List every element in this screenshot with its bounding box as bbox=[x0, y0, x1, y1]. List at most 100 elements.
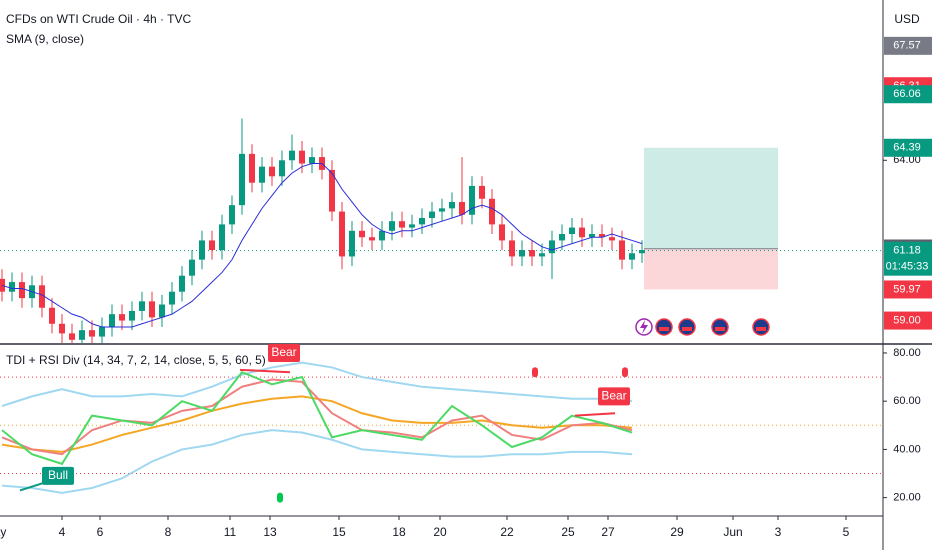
candle-body bbox=[239, 153, 245, 206]
candle-body bbox=[19, 282, 25, 299]
candle-body bbox=[579, 227, 585, 238]
event-icon-glyph bbox=[659, 327, 669, 331]
candle-body bbox=[129, 310, 135, 321]
candle-body bbox=[189, 259, 195, 276]
indicator-title: TDI + RSI Div (14, 34, 7, 2, 14, close, … bbox=[6, 353, 266, 367]
y-tick-label: 20.00 bbox=[893, 492, 921, 504]
candle-body bbox=[559, 234, 565, 241]
candle-body bbox=[609, 237, 615, 241]
candle-body bbox=[409, 224, 415, 228]
x-tick-label: 11 bbox=[224, 525, 237, 539]
price-label-box bbox=[884, 85, 932, 104]
divergence-line bbox=[239, 368, 291, 374]
x-tick-label: 22 bbox=[500, 525, 514, 539]
x-tick-label: 13 bbox=[263, 525, 277, 539]
x-tick-label: 25 bbox=[561, 525, 575, 539]
candle-body bbox=[599, 234, 605, 238]
y-tick-label: 64.00 bbox=[893, 154, 921, 166]
x-tick-label: 3 bbox=[775, 525, 782, 539]
candle-body bbox=[639, 250, 645, 254]
chart-title: CFDs on WTI Crude Oil · 4h · TVC bbox=[6, 12, 191, 26]
candle-body bbox=[519, 250, 525, 257]
candle-body bbox=[349, 230, 355, 257]
position-loss bbox=[644, 248, 778, 290]
candle-body bbox=[399, 221, 405, 228]
candle-body bbox=[89, 330, 95, 337]
price-label: 59.00 bbox=[893, 314, 921, 326]
candle-body bbox=[429, 211, 435, 218]
y-tick-label: 40.00 bbox=[893, 443, 921, 455]
candle-body bbox=[309, 157, 315, 164]
candle-body bbox=[219, 224, 225, 251]
event-icons[interactable] bbox=[635, 318, 770, 336]
candle-body bbox=[489, 198, 495, 225]
candle-body bbox=[179, 275, 185, 292]
candle-body bbox=[49, 307, 55, 324]
candle-body bbox=[139, 301, 145, 311]
signal-marker bbox=[532, 367, 538, 378]
candle-body bbox=[449, 201, 455, 209]
candle-body bbox=[619, 240, 625, 260]
candle-body bbox=[439, 208, 445, 212]
divergence-label: Bear bbox=[271, 345, 296, 359]
event-icon-glyph bbox=[715, 327, 725, 331]
indicator-line bbox=[1, 361, 633, 407]
x-tick-label: 8 bbox=[165, 525, 172, 539]
divergence-label: Bear bbox=[601, 389, 626, 403]
candle-body bbox=[109, 314, 115, 327]
divergence-label-box bbox=[42, 466, 74, 485]
candle-body bbox=[499, 224, 505, 241]
sma-line bbox=[1, 162, 643, 328]
candle-body bbox=[369, 237, 375, 241]
price-label: 61.18 bbox=[893, 245, 921, 257]
candle-body bbox=[79, 330, 85, 340]
y-tick-label: 80.00 bbox=[893, 347, 921, 359]
candle-body bbox=[249, 153, 255, 183]
candle-body bbox=[329, 169, 335, 212]
y-tick-label: 60.00 bbox=[893, 395, 921, 407]
position-profit bbox=[644, 147, 778, 249]
candle-body bbox=[169, 291, 175, 305]
candle-body bbox=[549, 240, 555, 254]
indicator-line bbox=[1, 371, 633, 466]
candle-body bbox=[209, 240, 215, 251]
price-label: 64.39 bbox=[893, 142, 921, 154]
countdown-label: 01:45:33 bbox=[886, 261, 929, 273]
price-label-box bbox=[884, 280, 932, 299]
price-label-box bbox=[884, 138, 932, 157]
candle-body bbox=[9, 282, 15, 292]
signal-marker bbox=[277, 492, 283, 503]
candle-body bbox=[589, 234, 595, 238]
candle-body bbox=[259, 166, 265, 183]
price-label: 67.57 bbox=[893, 40, 921, 52]
candle-body bbox=[509, 240, 515, 257]
x-tick-label: May bbox=[0, 525, 6, 539]
candle-body bbox=[529, 250, 535, 257]
price-label: 59.97 bbox=[893, 283, 921, 295]
x-tick-label: 6 bbox=[97, 525, 104, 539]
price-label-box bbox=[884, 36, 932, 55]
candle-body bbox=[289, 150, 295, 161]
candle-body bbox=[479, 185, 485, 199]
indicator-line bbox=[1, 378, 633, 456]
divergence-label-box bbox=[598, 387, 630, 406]
x-tick-label: Jun bbox=[723, 525, 742, 539]
candle-body bbox=[149, 301, 155, 318]
x-tick-label: 4 bbox=[59, 525, 66, 539]
price-pane bbox=[0, 118, 883, 343]
indicator-legend: SMA (9, close) bbox=[6, 32, 84, 46]
candle-body bbox=[359, 230, 365, 238]
price-label-box bbox=[884, 241, 932, 276]
signal-marker bbox=[622, 367, 628, 378]
candle-body bbox=[99, 326, 105, 337]
candle-body bbox=[199, 240, 205, 260]
divergence-line bbox=[574, 412, 616, 417]
event-icon-glyph bbox=[682, 327, 692, 331]
x-tick-label: 18 bbox=[392, 525, 406, 539]
candle-body bbox=[119, 314, 125, 321]
divergence-label-box bbox=[268, 343, 300, 362]
candle-body bbox=[569, 227, 575, 235]
